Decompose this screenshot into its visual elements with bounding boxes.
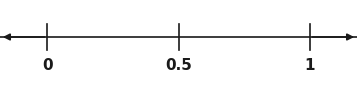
Text: 1: 1 [305,58,315,73]
Text: 0.5: 0.5 [165,58,192,73]
Text: 0: 0 [42,58,52,73]
